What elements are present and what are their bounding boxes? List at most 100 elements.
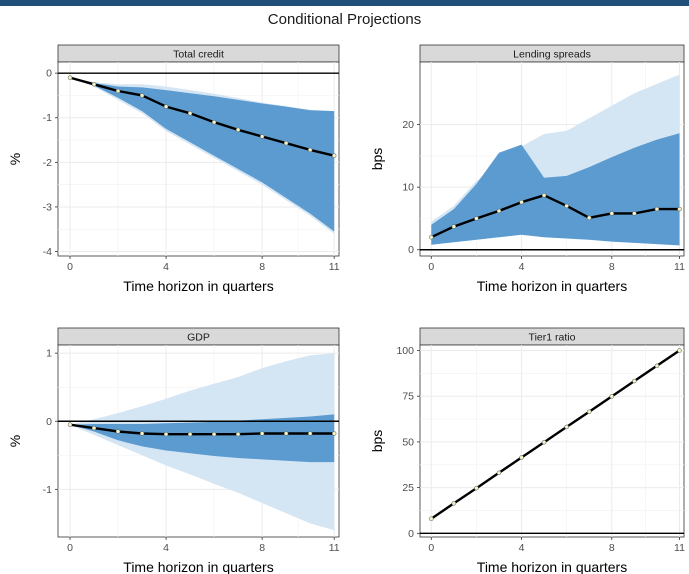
median-line — [69, 423, 335, 436]
y-axis-title: % — [7, 435, 23, 447]
x-tick-label: 4 — [163, 261, 169, 273]
data-point — [429, 234, 434, 240]
x-tick-label: 11 — [329, 542, 340, 554]
data-point — [474, 216, 479, 221]
median-line — [430, 194, 680, 239]
y-tick-label: 0 — [408, 244, 414, 256]
x-tick-label: 11 — [674, 261, 685, 273]
data-point — [632, 211, 637, 216]
data-point — [331, 431, 337, 436]
x-tick-label: 8 — [609, 261, 615, 273]
data-point — [564, 424, 569, 430]
data-point — [139, 431, 145, 436]
data-point — [474, 485, 479, 491]
x-tick-label: 4 — [519, 261, 525, 273]
data-point — [331, 153, 337, 158]
data-point — [451, 501, 457, 506]
data-point — [283, 140, 289, 146]
panel-title: GDP — [187, 332, 210, 344]
panel-1: Total credit 0 4 8 11 0 -1 -2 -3 -4 Time horizon i… — [7, 44, 340, 294]
figure-title: Conditional Projections — [267, 11, 422, 28]
y-axis-title: bps — [369, 430, 385, 453]
median-line — [69, 76, 335, 157]
data-point — [451, 224, 457, 229]
data-point — [211, 119, 217, 125]
y-tick-label: 75 — [402, 391, 414, 403]
data-point — [259, 134, 265, 139]
y-tick-label: 50 — [402, 436, 414, 448]
y-tick-label: 100 — [396, 345, 414, 357]
data-point — [67, 422, 73, 427]
x-axis-title: Time horizon in quarters — [123, 278, 273, 294]
x-tick-label: 0 — [428, 261, 434, 273]
x-axis-title: Time horizon in quarters — [123, 559, 273, 574]
panel-title: Total credit — [173, 49, 224, 61]
data-point — [677, 348, 682, 353]
data-point — [163, 431, 169, 437]
y-tick-label: -2 — [43, 157, 52, 169]
data-point — [541, 193, 547, 198]
y-tick-label: 10 — [402, 182, 414, 194]
data-point — [496, 470, 502, 476]
band-inner — [70, 414, 335, 463]
data-point — [211, 431, 217, 437]
y-axis-title: % — [7, 153, 23, 165]
y-tick-label: -1 — [43, 112, 52, 124]
y-tick-label: -4 — [43, 246, 52, 258]
data-point — [654, 363, 660, 369]
x-tick-label: 0 — [428, 542, 434, 554]
y-axis-title: bps — [369, 148, 385, 171]
x-tick-label: 0 — [67, 261, 73, 273]
data-point — [677, 206, 682, 212]
data-point — [91, 82, 97, 87]
data-point — [187, 431, 193, 437]
top-accent-bar — [0, 0, 689, 6]
data-point — [115, 88, 121, 94]
data-point — [163, 104, 169, 109]
data-point — [609, 211, 615, 216]
median-line — [430, 349, 681, 520]
y-tick-label: 0 — [46, 416, 52, 428]
data-point — [67, 75, 73, 80]
x-tick-label: 4 — [163, 542, 169, 554]
data-point — [307, 431, 313, 436]
data-point — [541, 440, 547, 445]
data-point — [586, 215, 592, 221]
data-point — [519, 199, 524, 205]
data-point — [235, 127, 241, 133]
y-tick-label: -1 — [43, 484, 52, 496]
panel-title: Tier1 ratio — [529, 332, 576, 344]
panel-title: Lending spreads — [513, 49, 591, 61]
data-point — [586, 409, 592, 414]
x-tick-label: 8 — [259, 542, 265, 554]
data-point — [632, 378, 637, 384]
data-point — [91, 425, 97, 431]
data-point — [564, 203, 569, 209]
band-inner — [431, 133, 680, 246]
panel-4: Tier1 ratio 0 4 8 11 0 25 50 75 100 Time horizon i… — [369, 327, 685, 574]
data-point — [307, 147, 313, 153]
x-axis-title: Time horizon in quarters — [477, 278, 627, 294]
x-tick-label: 4 — [519, 542, 525, 554]
data-point — [259, 431, 265, 436]
y-tick-label: 1 — [46, 348, 52, 360]
data-point — [519, 455, 524, 460]
data-point — [429, 516, 434, 521]
x-tick-label: 8 — [259, 261, 265, 273]
y-tick-label: 0 — [408, 528, 414, 540]
data-point — [496, 208, 502, 214]
x-axis-title: Time horizon in quarters — [477, 559, 627, 574]
data-point — [283, 431, 289, 436]
y-tick-label: 20 — [402, 119, 414, 131]
x-tick-label: 11 — [329, 261, 340, 273]
x-tick-label: 8 — [609, 542, 615, 554]
y-tick-label: -3 — [43, 201, 52, 213]
x-tick-label: 11 — [674, 542, 685, 554]
data-point — [115, 429, 121, 434]
data-point — [235, 431, 241, 437]
x-tick-label: 0 — [67, 542, 73, 554]
panel-2: Lending spreads 0 4 8 11 0 10 20 Time horizon in… — [369, 44, 685, 294]
data-point — [187, 111, 193, 116]
